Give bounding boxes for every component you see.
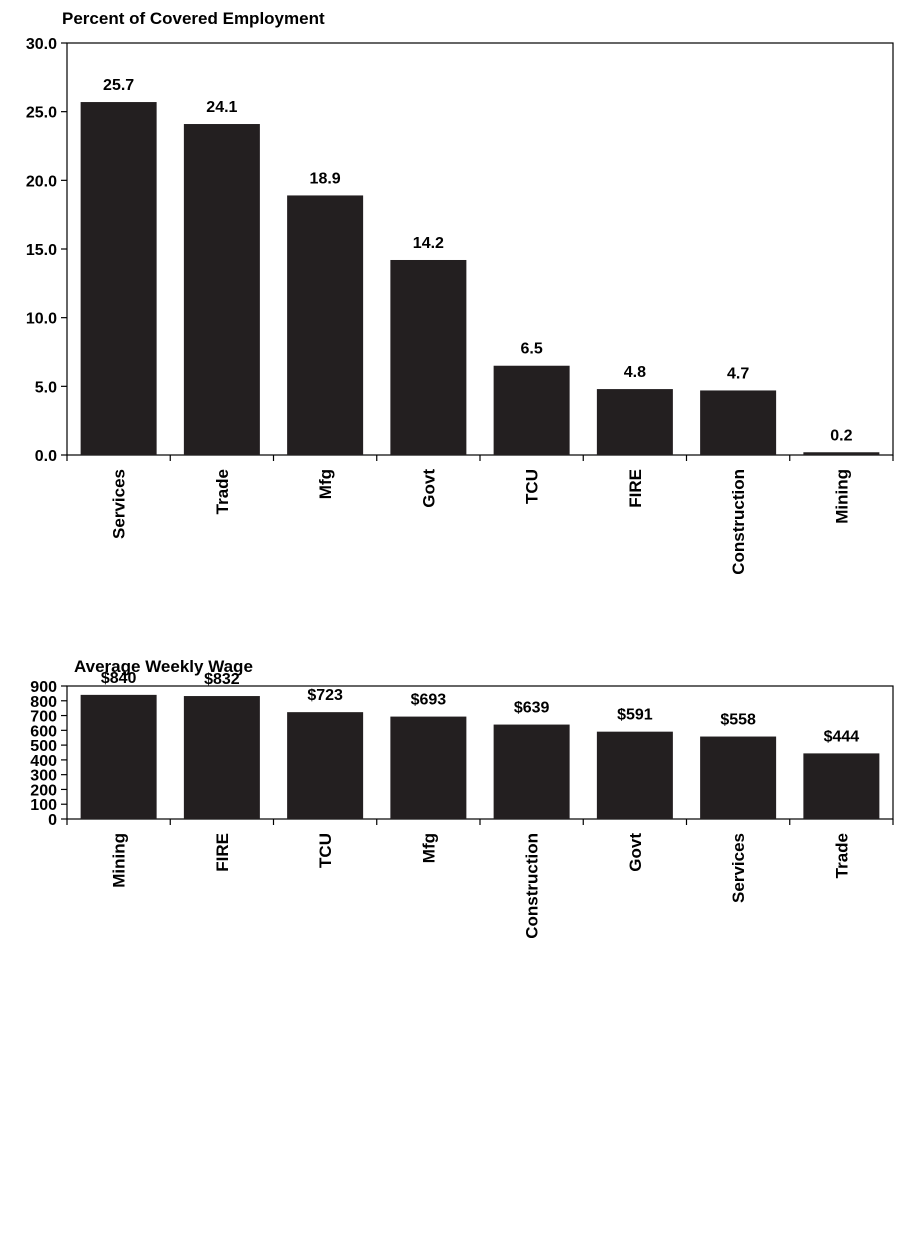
wage-y-tick-label: 500	[30, 738, 57, 755]
wage-category-label: TCU	[316, 833, 335, 868]
wage-category-label: Services	[729, 833, 748, 903]
wage-category-label: Construction	[523, 833, 542, 939]
employment-category-label: TCU	[523, 469, 542, 504]
employment-bar	[493, 365, 570, 455]
employment-y-tick-label: 25.0	[26, 105, 57, 122]
employment-data-label: 4.8	[624, 364, 646, 381]
wage-data-label: $639	[514, 700, 550, 717]
employment-data-label: 0.2	[830, 427, 852, 444]
employment-y-tick-label: 15.0	[26, 242, 57, 259]
employment-data-label: 24.1	[206, 99, 237, 116]
wage-y-tick-label: 100	[30, 797, 57, 814]
employment-y-tick-label: 0.0	[35, 448, 57, 465]
employment-chart-title: Percent of Covered Employment	[62, 9, 325, 28]
wage-data-label: $723	[307, 687, 343, 704]
wage-y-tick-label: 300	[30, 768, 57, 785]
wage-category-label: Govt	[626, 833, 645, 872]
employment-bar	[803, 452, 880, 455]
wage-y-tick-label: 900	[30, 679, 57, 696]
wage-y-tick-label: 400	[30, 753, 57, 770]
employment-data-label: 18.9	[310, 170, 341, 187]
wage-chart: Average Weekly Wage 01002003004005006007…	[30, 657, 894, 939]
wage-category-label: Mfg	[419, 833, 438, 863]
employment-bar	[287, 195, 364, 455]
employment-y-tick-label: 10.0	[26, 311, 57, 328]
employment-category-label: Govt	[419, 469, 438, 508]
wage-category-label: Trade	[832, 833, 851, 878]
wage-chart-title: Average Weekly Wage	[74, 657, 253, 676]
wage-category-label: Mining	[110, 833, 129, 888]
employment-data-label: 25.7	[103, 77, 134, 94]
wage-data-label: $591	[617, 707, 653, 724]
employment-category-label: Services	[110, 469, 129, 539]
employment-bar	[700, 390, 777, 455]
wage-y-tick-label: 200	[30, 782, 57, 799]
wage-category-label: FIRE	[213, 833, 232, 872]
employment-category-label: Construction	[729, 469, 748, 575]
employment-data-label: 4.7	[727, 365, 749, 382]
wage-bar	[390, 716, 467, 819]
wage-data-label: $558	[720, 712, 756, 729]
wage-data-label: $444	[824, 728, 860, 745]
employment-category-label: Mining	[832, 469, 851, 524]
employment-category-label: Trade	[213, 469, 232, 514]
wage-data-label: $693	[411, 692, 447, 709]
wage-y-tick-label: 600	[30, 723, 57, 740]
employment-bar	[390, 259, 467, 455]
wage-y-tick-label: 800	[30, 694, 57, 711]
employment-data-label: 14.2	[413, 235, 444, 252]
wage-data-label: $832	[204, 671, 240, 688]
employment-y-tick-label: 30.0	[26, 36, 57, 53]
wage-y-tick-label: 0	[48, 812, 57, 829]
wage-bar	[183, 696, 260, 819]
wage-bar	[596, 731, 673, 819]
employment-category-label: FIRE	[626, 469, 645, 508]
employment-y-tick-label: 5.0	[35, 379, 57, 396]
employment-bar	[596, 389, 673, 455]
wage-bar	[700, 736, 777, 819]
wage-y-tick-label: 700	[30, 709, 57, 726]
wage-bar	[287, 712, 364, 819]
employment-bar	[80, 102, 157, 455]
wage-bar	[493, 724, 570, 819]
wage-data-label: $840	[101, 670, 137, 687]
employment-data-label: 6.5	[521, 341, 543, 358]
employment-bar	[183, 124, 260, 455]
wage-bar	[803, 753, 880, 819]
wage-bar	[80, 694, 157, 819]
employment-y-tick-label: 20.0	[26, 173, 57, 190]
employment-category-label: Mfg	[316, 469, 335, 499]
employment-chart: Percent of Covered Employment 0.0 5.0 10.0…	[26, 9, 894, 575]
